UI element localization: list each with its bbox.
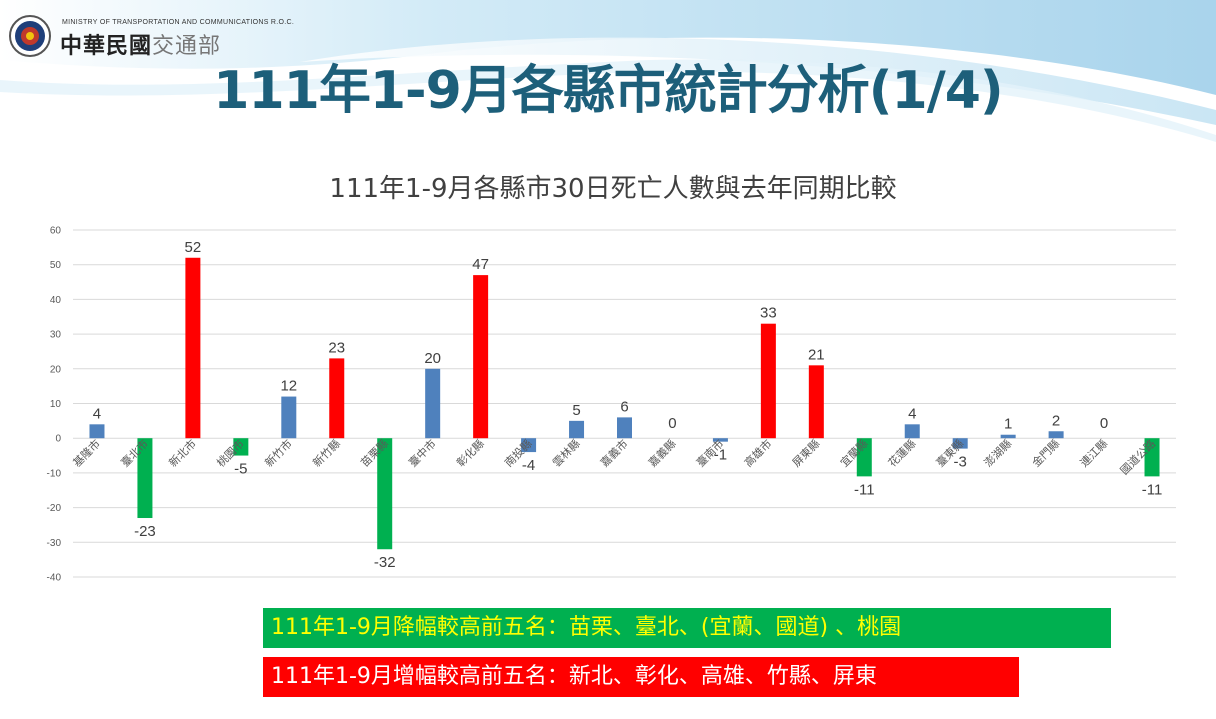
data-label: -11: [1142, 481, 1163, 498]
data-label: 1: [1004, 416, 1012, 433]
x-tick-label: 金門縣: [1029, 436, 1062, 469]
bar: [473, 275, 489, 439]
bar: [617, 417, 632, 439]
ministry-seal-icon: [9, 15, 51, 57]
data-label: 33: [760, 305, 777, 322]
x-tick-label: 屏東縣: [790, 437, 823, 470]
data-label: -23: [134, 523, 156, 540]
chart-title: 111年1-9月各縣市30日死亡人數與去年同期比較: [329, 174, 897, 204]
data-label: 0: [1100, 415, 1108, 432]
y-tick-label: 10: [50, 399, 62, 410]
x-tick-label: 彰化縣: [454, 436, 487, 469]
data-label: 52: [185, 239, 202, 256]
x-tick-label: 新竹市: [262, 436, 295, 469]
y-tick-label: 40: [50, 295, 62, 306]
bar: [233, 438, 249, 456]
data-label: -5: [234, 461, 247, 478]
bar: [952, 438, 968, 449]
bar: [377, 438, 393, 550]
bar: [808, 365, 824, 439]
x-tick-label: 新竹縣: [310, 436, 343, 469]
bar: [425, 368, 441, 439]
x-tick-label: 嘉義縣: [645, 436, 678, 469]
data-label: 23: [328, 339, 345, 356]
ministry-name-dept: 交通部: [152, 34, 222, 59]
bar: [569, 420, 585, 439]
y-tick-label: -30: [47, 538, 62, 549]
header-wave-background: [0, 0, 1216, 160]
ministry-name-english: MINISTRY OF TRANSPORTATION AND COMMUNICA…: [62, 19, 295, 26]
bar: [521, 438, 537, 453]
bar: [904, 424, 920, 439]
data-label: 21: [808, 346, 825, 363]
x-tick-label: 基隆市: [70, 436, 103, 469]
y-tick-label: 0: [55, 434, 61, 445]
data-label: 5: [572, 402, 580, 419]
ministry-name-main: 中華民國: [60, 33, 153, 59]
increase-top5-banner: 111年1-9月增幅較高前五名：新北、彰化、高雄、竹縣、屏東: [263, 657, 1019, 697]
data-label: 0: [668, 415, 676, 432]
x-tick-label: 花蓮縣: [885, 436, 918, 469]
bar: [1144, 438, 1160, 477]
data-label: 47: [472, 256, 489, 273]
slide-title: 111年1-9月各縣市統計分析(1/4): [213, 61, 1003, 121]
data-label: -4: [522, 457, 535, 474]
data-label: 20: [424, 350, 441, 367]
x-tick-label: 臺中市: [406, 436, 439, 469]
y-tick-label: -20: [47, 503, 62, 514]
bar: [89, 424, 105, 439]
x-tick-label: 澎湖縣: [982, 437, 1015, 470]
bar: [281, 396, 297, 439]
bar: [760, 323, 776, 439]
decrease-top5-banner: 111年1-9月降幅較高前五名：苗栗、臺北、(宜蘭、國道) 、桃園: [263, 608, 1111, 648]
bar: [329, 358, 345, 439]
x-tick-label: 新北市: [166, 436, 199, 469]
data-label: 4: [93, 405, 101, 422]
data-label: 6: [620, 398, 628, 415]
x-tick-label: 連江縣: [1077, 436, 1110, 469]
y-tick-label: 30: [50, 330, 62, 341]
data-label: -11: [854, 481, 875, 498]
x-tick-label: 雲林縣: [549, 436, 582, 469]
bar: [856, 438, 872, 477]
data-label: 2: [1052, 412, 1060, 429]
bar: [1000, 434, 1016, 439]
y-tick-label: -10: [47, 468, 62, 479]
y-tick-label: 50: [50, 260, 62, 271]
y-tick-label: -40: [47, 573, 62, 584]
bar: [1048, 431, 1064, 439]
data-label: -1: [714, 447, 727, 464]
y-tick-label: 60: [50, 226, 62, 237]
data-label: -3: [954, 454, 967, 471]
bar: [712, 438, 728, 442]
y-tick-label: 20: [50, 364, 62, 375]
x-tick-label: 高雄市: [741, 436, 774, 469]
bar: [185, 257, 201, 439]
data-label: 4: [908, 405, 916, 422]
data-label: -32: [374, 554, 396, 571]
bar: [137, 438, 153, 519]
data-label: 12: [280, 378, 297, 395]
x-tick-label: 嘉義市: [597, 436, 630, 469]
ministry-name-chinese: 中華民國交通部: [60, 28, 221, 60]
